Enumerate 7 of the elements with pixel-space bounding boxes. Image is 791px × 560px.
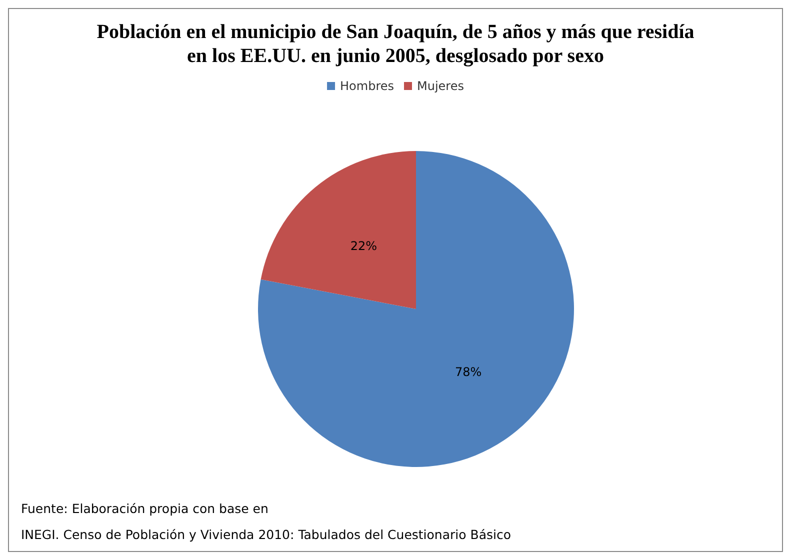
legend-label: Mujeres [417, 79, 464, 93]
text: INEGI. Censo de Población y Vivienda 2010: Tabulados del Cuestionario Básico [21, 527, 511, 542]
chart-title: Población en el municipio de San Joaquín, de 5 años y más que residía en los EE.UU. en junio 2005, desglosado por sexo [96, 21, 694, 67]
data-label: 22% [350, 238, 378, 253]
data-label: 78% [454, 365, 482, 380]
source-note: Fuente: Elaboración propia con base en [21, 501, 268, 516]
legend-label: Hombres [340, 79, 394, 93]
